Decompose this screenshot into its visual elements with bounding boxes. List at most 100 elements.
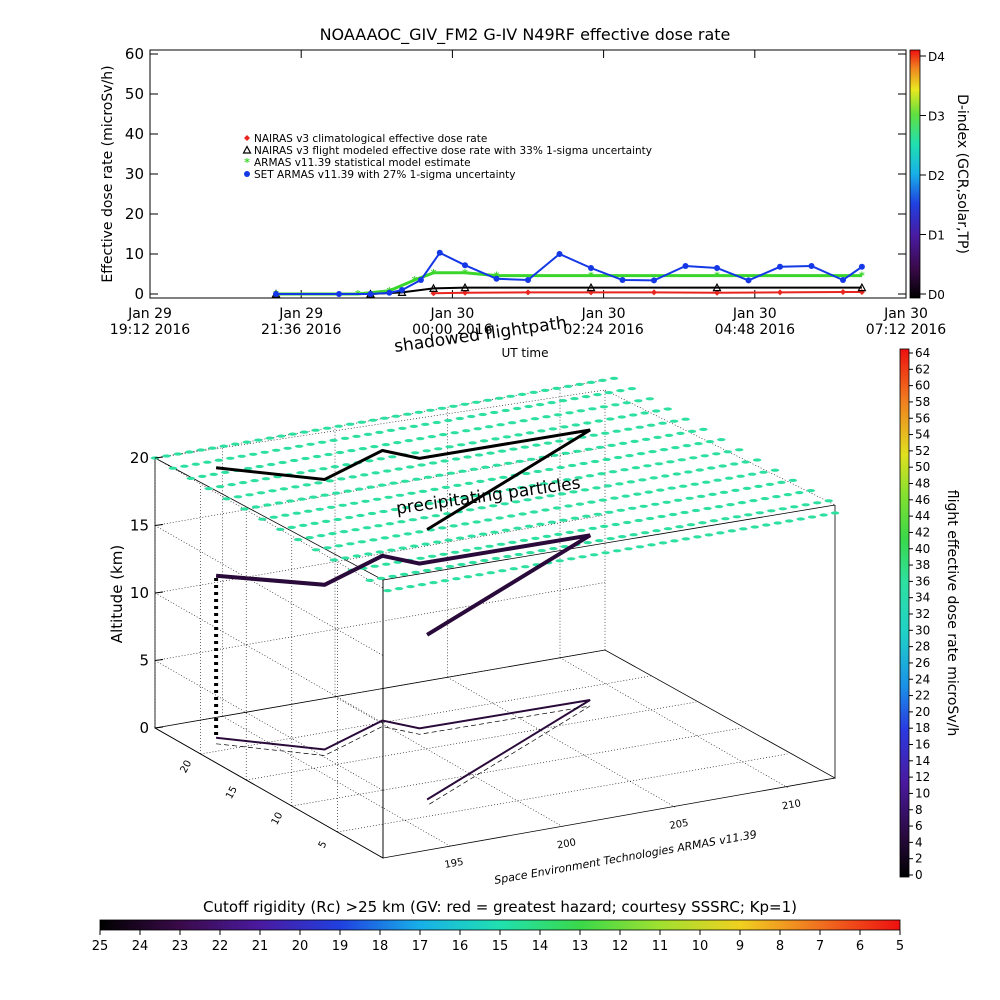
- particle-mark: [434, 566, 443, 571]
- lon-grid-line: [222, 716, 451, 847]
- particle-mark: [557, 492, 567, 496]
- grid-lines: [154, 379, 789, 847]
- flight-dose-tick-label: 44: [915, 509, 930, 523]
- flight-dose-tick-label: 62: [915, 362, 930, 376]
- rigidity-tick-label: 5: [896, 939, 904, 954]
- particle-mark: [483, 398, 492, 402]
- particle-mark: [555, 559, 564, 563]
- flight-dose-tick-label: 36: [915, 574, 930, 588]
- particle-mark: [593, 512, 602, 516]
- particle-mark: [602, 457, 611, 462]
- particle-mark: [277, 434, 286, 438]
- particle-mark: [717, 438, 726, 442]
- particle-mark: [407, 491, 416, 495]
- particle-mark: [343, 489, 352, 493]
- particle-mark: [370, 564, 379, 568]
- lat-tick-label: 15: [224, 785, 240, 801]
- data-point: [417, 277, 424, 283]
- particle-mark: [446, 471, 456, 475]
- data-point: [436, 249, 443, 256]
- particle-mark: [411, 570, 420, 575]
- particle-mark: [514, 433, 523, 437]
- particle-mark: [423, 475, 433, 479]
- data-point: [777, 289, 783, 296]
- y-axis-ticks: 0 10 20 30 40 50 60: [125, 45, 906, 303]
- data-point: [858, 263, 865, 270]
- flight-dose-tick-label: 32: [915, 607, 930, 621]
- particle-mark: [204, 487, 213, 491]
- particle-mark: [316, 534, 326, 538]
- particle-mark: [432, 420, 441, 425]
- particle-mark: [416, 556, 425, 560]
- particle-mark: [403, 412, 412, 416]
- particle-mark: [666, 460, 675, 464]
- particle-mark: [594, 419, 603, 423]
- flight-dose-tick-label: 40: [915, 542, 930, 556]
- particle-mark: [658, 541, 668, 545]
- particle-mark: [433, 540, 442, 544]
- particle-mark: [456, 443, 466, 447]
- flight-dose-label: flight effective dose rate microSv/h: [944, 490, 960, 736]
- particle-mark: [311, 428, 320, 432]
- particle-mark: [365, 578, 374, 583]
- particle-mark: [449, 524, 458, 528]
- particle-mark: [440, 579, 450, 583]
- particle-mark: [500, 502, 509, 506]
- particle-mark: [478, 412, 487, 417]
- particle-mark: [379, 509, 388, 514]
- particle-mark: [530, 417, 540, 421]
- particle-mark: [539, 482, 549, 486]
- legend-marker: *: [244, 156, 250, 169]
- lat-grid-line: [291, 727, 742, 807]
- particle-mark: [445, 564, 455, 569]
- particle-mark: [755, 511, 764, 515]
- particle-mark: [625, 454, 634, 458]
- rigidity-tick-label: 11: [652, 939, 669, 954]
- particle-mark: [222, 497, 231, 501]
- particle-mark: [324, 452, 333, 457]
- altitude-tick-label: 5: [139, 652, 149, 670]
- particle-mark: [291, 485, 300, 489]
- particle-mark: [659, 448, 669, 452]
- particle-mark: [376, 576, 386, 581]
- particle-mark: [519, 419, 528, 423]
- particle-mark: [796, 517, 805, 521]
- particle-mark: [219, 444, 228, 448]
- particle-mark: [502, 435, 512, 439]
- data-point: *: [714, 270, 720, 283]
- particle-mark: [612, 549, 622, 553]
- particle-mark: [256, 491, 266, 495]
- data-point: [462, 262, 468, 269]
- particle-mark: [352, 554, 361, 558]
- particle-mark: [586, 380, 596, 384]
- particle-mark: [629, 533, 638, 537]
- particle-mark: [624, 427, 633, 431]
- particle-mark: [478, 532, 488, 536]
- particle-mark: [203, 460, 212, 464]
- particle-mark: [473, 427, 482, 431]
- particle-mark: [553, 413, 563, 417]
- flight-dose-tick-label: 18: [915, 721, 930, 735]
- legend-label: ARMAS v11.39 statistical model estimate: [254, 157, 471, 169]
- particle-mark: [435, 473, 444, 477]
- rigidity-tick-label: 12: [612, 939, 629, 954]
- particle-mark: [830, 511, 840, 515]
- x-tick-label-date: Jan 30: [581, 306, 626, 322]
- particle-mark: [444, 418, 453, 423]
- particle-mark: [306, 442, 315, 446]
- particle-mark: [785, 519, 794, 523]
- particle-mark: [463, 455, 472, 459]
- particle-mark: [735, 448, 744, 452]
- legend-marker: [242, 145, 252, 154]
- particle-mark: [431, 514, 440, 518]
- particle-mark: [621, 494, 630, 498]
- x-tick-label-date: Jan 30: [429, 306, 474, 322]
- particle-mark: [580, 488, 590, 492]
- particle-mark: [276, 527, 285, 532]
- legend-label: NAIRAS v3 flight modeled effective dose …: [254, 145, 652, 157]
- x-tick-label-time: 00:00 2016: [412, 322, 493, 338]
- particle-mark: [633, 492, 642, 496]
- data-point: [651, 289, 657, 296]
- lon-tick-label: 210: [781, 798, 802, 812]
- particle-mark: [630, 439, 639, 443]
